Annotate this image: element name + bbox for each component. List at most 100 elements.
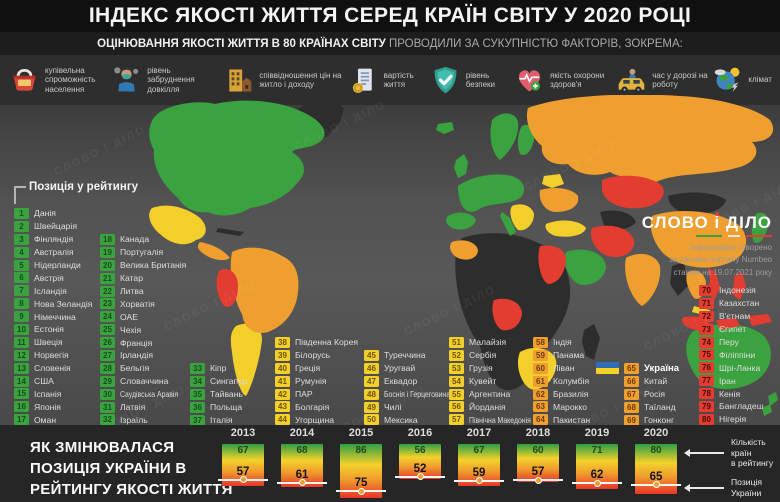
left-arrow-icon: [684, 449, 724, 458]
position-marker-line: [218, 476, 268, 484]
rank-row: 64 Пакистан: [533, 413, 590, 426]
rank-badge: 38: [275, 336, 290, 348]
position-marker-dot: [239, 476, 247, 484]
position-marker-dot: [298, 479, 306, 487]
rank-badge: 69: [624, 414, 639, 426]
rank-badge: 79: [699, 400, 714, 412]
country-name: Єгипет: [719, 324, 747, 335]
rank-badge: 9: [14, 311, 29, 323]
rank-row: 8 Нова Зеландія: [14, 297, 92, 310]
rank-row: 44 Угорщина: [275, 413, 358, 426]
rank-badge: 67: [624, 388, 639, 400]
rank-row: 40 Греція: [275, 362, 358, 375]
rank-badge: 42: [275, 388, 290, 400]
country-name: Грузія: [469, 363, 493, 374]
country-name: Ісландія: [34, 285, 67, 296]
country-name: Австрія: [34, 272, 64, 283]
rank-row: 24 ОАЕ: [100, 310, 193, 323]
rank-row: 52 Сербія: [449, 349, 546, 362]
country-name: Індонезія: [719, 285, 756, 296]
rank-badge: 45: [364, 349, 379, 361]
ranking-column-5: 45 Туреччина 46 Уругвай 47 Еквадор 48 Боснія і …: [364, 349, 467, 426]
rank-badge: 66: [624, 375, 639, 387]
rank-row: 26 Франція: [100, 336, 193, 349]
rank-badge: 26: [100, 337, 115, 349]
subtitle-rest: ПРОВОДИЛИ ЗА СУКУПНІСТЮ ФАКТОРІВ, ЗОКРЕМ…: [385, 37, 683, 50]
country-name: Греція: [295, 363, 321, 374]
country-name: Італія: [210, 415, 233, 425]
rank-row: 51 Малайзія: [449, 336, 546, 349]
country-name: Кувейт: [469, 376, 497, 387]
rank-badge: 20: [100, 259, 115, 271]
rank-row: 60 Ліван: [533, 362, 590, 375]
rank-row: 3 Фінляндія: [14, 233, 92, 246]
position-marker-line: [336, 487, 386, 495]
year-label: 2015: [348, 427, 374, 439]
rank-row: 17 Оман: [14, 413, 92, 426]
rank-row: 19 Португалія: [100, 246, 193, 259]
country-name: Нідерланди: [34, 260, 81, 270]
factor-label: співвідношення цін на житло і доходу: [259, 70, 342, 89]
rank-row: 14 США: [14, 375, 92, 388]
rank-row: 67 Росія: [624, 388, 679, 401]
country-name: Литва: [120, 286, 144, 296]
subtitle-bar: ОЦІНЮВАННЯ ЯКОСТІ ЖИТТЯ В 80 КРАЇНАХ СВІ…: [0, 32, 780, 55]
factor-label: купівельна спроможність населення: [45, 66, 96, 94]
country-name: Данія: [34, 208, 56, 219]
country-name: США: [34, 376, 54, 387]
rank-badge: 10: [14, 323, 29, 335]
rank-badge: 58: [533, 336, 548, 348]
countries-count: 80: [650, 445, 662, 456]
country-name: Білорусь: [295, 350, 331, 361]
ranking-column-8: 65 Україна 66 Китай 67 Росія 68 Таїланд 69 Гонкон…: [596, 362, 679, 427]
factor-basket: купівельна спроможність населення: [8, 64, 107, 97]
country-name: Японія: [34, 401, 61, 412]
rank-badge: 25: [100, 324, 115, 336]
position-marker-line: [454, 477, 504, 485]
rank-row: 57 Північна Македонія: [449, 413, 546, 426]
climate-globe-icon: [711, 64, 744, 97]
rank-badge: 16: [14, 401, 29, 413]
ukraine-position-value: 57: [531, 466, 545, 479]
rank-badge: 74: [699, 336, 714, 348]
rank-badge: 31: [100, 401, 115, 413]
rank-row: 46 Уругвай: [364, 362, 467, 375]
rank-row: 9 Німеччина: [14, 310, 92, 323]
rank-badge: 76: [699, 362, 714, 374]
country-name: ОАЕ: [120, 311, 138, 322]
left-arrow-icon: [684, 483, 724, 492]
rank-row: 79 Бангладеш: [699, 400, 764, 413]
rank-row: 20 Велика Британія: [100, 259, 193, 272]
pollution-mask-icon: [110, 64, 143, 97]
rank-badge: 48: [364, 388, 379, 400]
factor-label: якість охорони здоров'я: [550, 70, 605, 89]
country-name: Тайвань: [210, 389, 243, 400]
position-marker-dot: [475, 477, 483, 485]
rank-badge: 56: [449, 401, 464, 413]
rank-badge: 19: [100, 246, 115, 258]
rank-row: 5 Нідерланди: [14, 259, 92, 272]
country-name: Північна Македонія: [469, 414, 531, 425]
rank-row: 4 Австралія: [14, 246, 92, 259]
rank-badge: 7: [14, 285, 29, 297]
rank-badge: 36: [190, 401, 205, 413]
country-name: Туреччина: [384, 350, 426, 361]
rank-badge: 49: [364, 401, 379, 413]
rank-badge: 50: [364, 414, 379, 426]
rank-badge: 60: [533, 362, 548, 374]
rank-badge: 68: [624, 401, 639, 413]
factor-commute-car: час у дорозі на роботу: [615, 64, 708, 97]
rank-row: 54 Кувейт: [449, 375, 546, 388]
rank-badge: 30: [100, 388, 115, 400]
rank-row: 35 Тайвань: [190, 388, 247, 401]
rank-badge: 62: [533, 388, 548, 400]
rank-row: 69 Гонконг: [624, 414, 679, 427]
rank-badge: 14: [14, 375, 29, 387]
rank-row: 77 Іран: [699, 374, 764, 387]
country-name: Естонія: [34, 324, 64, 335]
country-name: Велика Британія: [120, 260, 187, 271]
year-label: 2018: [525, 427, 551, 439]
housing-icon: [222, 64, 255, 97]
country-name: Нова Зеландія: [34, 298, 93, 309]
